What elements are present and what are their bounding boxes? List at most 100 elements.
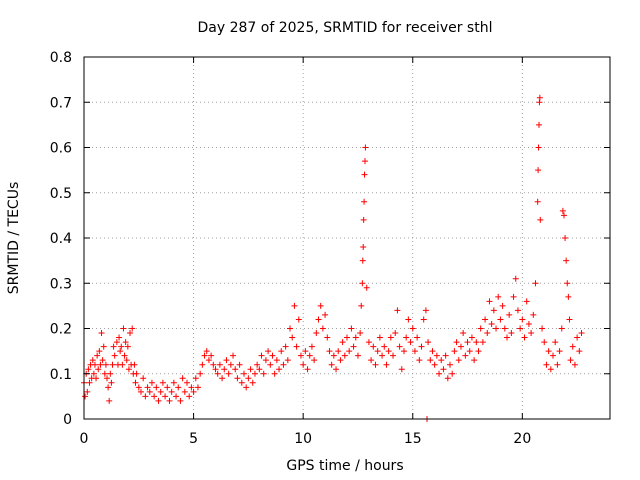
data-point bbox=[184, 379, 191, 386]
data-point bbox=[523, 298, 530, 305]
data-point bbox=[113, 339, 120, 346]
data-point bbox=[137, 388, 144, 395]
data-point bbox=[414, 334, 421, 341]
data-point bbox=[326, 348, 333, 355]
data-point bbox=[179, 375, 186, 382]
data-point bbox=[387, 334, 394, 341]
data-point bbox=[311, 357, 318, 364]
data-point bbox=[368, 357, 375, 364]
data-point bbox=[438, 357, 445, 364]
y-tick-label: 0 bbox=[63, 412, 72, 428]
data-point bbox=[475, 348, 482, 355]
data-point bbox=[394, 307, 401, 314]
data-point bbox=[205, 357, 212, 364]
data-point bbox=[84, 388, 91, 395]
data-point bbox=[543, 361, 550, 368]
data-point bbox=[129, 325, 136, 332]
data-point bbox=[359, 280, 366, 287]
data-point bbox=[117, 348, 124, 355]
data-point bbox=[464, 339, 471, 346]
data-point bbox=[521, 334, 528, 341]
data-point bbox=[155, 397, 162, 404]
data-point bbox=[243, 384, 250, 391]
data-point bbox=[313, 330, 320, 337]
data-point bbox=[166, 397, 173, 404]
data-point bbox=[93, 375, 100, 382]
data-point bbox=[232, 366, 239, 373]
data-point bbox=[449, 370, 456, 377]
data-point bbox=[484, 330, 491, 337]
data-point bbox=[333, 366, 340, 373]
data-point bbox=[278, 348, 285, 355]
data-point bbox=[341, 352, 348, 359]
x-tick-label: 20 bbox=[513, 431, 531, 447]
data-point bbox=[214, 370, 221, 377]
data-point bbox=[390, 352, 397, 359]
data-point bbox=[86, 379, 93, 386]
data-point bbox=[140, 375, 147, 382]
data-point bbox=[104, 375, 111, 382]
data-point bbox=[249, 379, 256, 386]
data-point bbox=[385, 348, 392, 355]
data-point bbox=[181, 388, 188, 395]
data-point bbox=[471, 357, 478, 364]
data-point bbox=[400, 348, 407, 355]
data-point bbox=[258, 352, 265, 359]
data-point bbox=[203, 348, 210, 355]
data-point bbox=[210, 361, 217, 368]
data-point bbox=[455, 357, 462, 364]
data-point bbox=[360, 244, 367, 251]
data-point bbox=[335, 348, 342, 355]
data-point bbox=[506, 311, 513, 318]
data-point bbox=[108, 379, 115, 386]
data-point bbox=[361, 158, 368, 165]
data-point bbox=[282, 343, 289, 350]
data-point bbox=[118, 343, 125, 350]
data-point bbox=[280, 361, 287, 368]
data-point bbox=[503, 334, 510, 341]
data-point bbox=[392, 330, 399, 337]
data-point bbox=[477, 325, 484, 332]
data-point bbox=[151, 393, 158, 400]
data-point bbox=[339, 339, 346, 346]
data-point bbox=[535, 121, 542, 128]
x-tick-label: 0 bbox=[80, 431, 89, 447]
data-point bbox=[488, 320, 495, 327]
data-point bbox=[273, 357, 280, 364]
data-point bbox=[431, 361, 438, 368]
data-point bbox=[304, 366, 311, 373]
data-point bbox=[302, 348, 309, 355]
data-point bbox=[552, 339, 559, 346]
data-point bbox=[354, 352, 361, 359]
data-point bbox=[300, 361, 307, 368]
gridlines bbox=[84, 57, 610, 419]
data-point bbox=[276, 366, 283, 373]
data-point bbox=[525, 320, 532, 327]
data-point bbox=[376, 334, 383, 341]
data-point bbox=[324, 334, 331, 341]
data-point bbox=[240, 370, 247, 377]
data-point bbox=[578, 330, 585, 337]
data-point bbox=[403, 334, 410, 341]
data-point bbox=[127, 330, 134, 337]
data-point bbox=[124, 343, 131, 350]
data-point bbox=[427, 357, 434, 364]
data-point bbox=[497, 316, 504, 323]
data-point bbox=[499, 302, 506, 309]
data-point bbox=[190, 388, 197, 395]
data-point bbox=[308, 343, 315, 350]
data-point bbox=[106, 397, 113, 404]
data-point bbox=[319, 325, 326, 332]
data-point bbox=[473, 339, 480, 346]
data-point bbox=[132, 379, 139, 386]
data-point bbox=[495, 293, 502, 300]
data-point bbox=[175, 384, 182, 391]
data-point bbox=[359, 257, 366, 264]
data-point bbox=[168, 388, 175, 395]
data-point bbox=[330, 352, 337, 359]
data-point bbox=[107, 370, 114, 377]
data-point bbox=[569, 343, 576, 350]
data-point bbox=[269, 352, 276, 359]
data-point bbox=[109, 361, 116, 368]
